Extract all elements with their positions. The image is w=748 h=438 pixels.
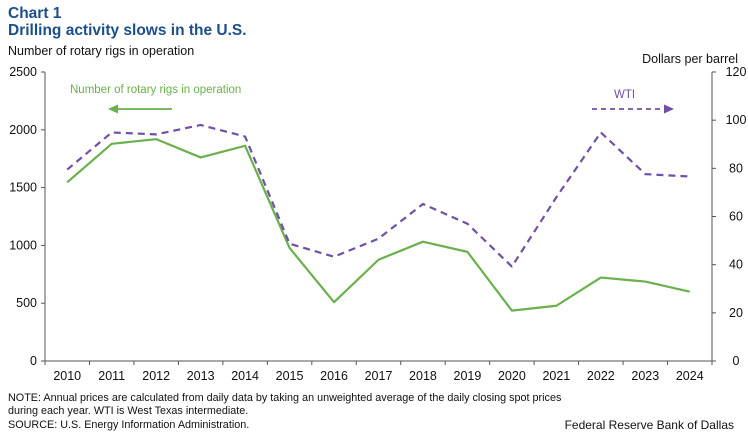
- y-left-tick-label: 1000: [9, 238, 37, 252]
- x-tick-label: 2022: [587, 369, 615, 383]
- y-right-tick-label: 20: [729, 306, 743, 320]
- legend-arrowhead-wti: [664, 104, 674, 114]
- x-tick-label: 2014: [231, 369, 259, 383]
- y-axis-right-label: Dollars per barrel: [642, 52, 738, 66]
- y-right-tick-label: 100: [726, 113, 747, 127]
- series-line-wti: [66, 123, 690, 268]
- y-left-tick-label: 2500: [9, 65, 37, 79]
- series-line-rigs: [66, 138, 691, 312]
- y-axis-left-label: Number of rotary rigs in operation: [8, 44, 195, 58]
- x-tick-label: 2021: [542, 369, 570, 383]
- y-right-tick-label: 40: [729, 258, 743, 272]
- x-tick-label: 2024: [676, 369, 704, 383]
- y-right-tick-label: 60: [729, 210, 743, 224]
- y-left-tick-label: 0: [30, 354, 37, 368]
- x-tick-label: 2016: [320, 369, 348, 383]
- x-tick-label: 2017: [365, 369, 393, 383]
- x-tick-label: 2023: [631, 369, 659, 383]
- credit-line: Federal Reserve Bank of Dallas: [564, 418, 734, 432]
- legend-label-rigs: Number of rotary rigs in operation: [70, 84, 241, 96]
- footnote: NOTE: Annual prices are calculated from …: [8, 392, 562, 417]
- x-tick-label: 2010: [53, 369, 81, 383]
- legend-label-wti: WTI: [614, 89, 635, 101]
- x-tick-label: 2012: [142, 369, 170, 383]
- legend-arrowhead-rigs: [108, 104, 118, 114]
- source-note: SOURCE: U.S. Energy Information Administ…: [8, 419, 250, 431]
- x-tick-label: 2018: [409, 369, 437, 383]
- x-tick-label: 2015: [276, 369, 304, 383]
- y-left-tick-label: 500: [16, 296, 37, 310]
- x-tick-label: 2011: [98, 369, 125, 383]
- y-right-tick-label: 80: [729, 161, 743, 175]
- chart-plot-area: 0 500 1000 1500 2000 2500 0 20 40 60 80 100 120 2010 2…: [9, 65, 747, 383]
- chart-label: Chart 1: [8, 5, 62, 22]
- x-tick-label: 2013: [187, 369, 215, 383]
- chart-title: Drilling activity slows in the U.S.: [8, 22, 247, 39]
- x-tick-label: 2019: [454, 369, 482, 383]
- y-right-tick-label: 120: [726, 65, 747, 79]
- y-right-tick-label: 0: [733, 354, 740, 368]
- y-left-tick-label: 2000: [9, 123, 37, 137]
- y-left-tick-label: 1500: [9, 181, 37, 195]
- x-tick-label: 2020: [498, 369, 526, 383]
